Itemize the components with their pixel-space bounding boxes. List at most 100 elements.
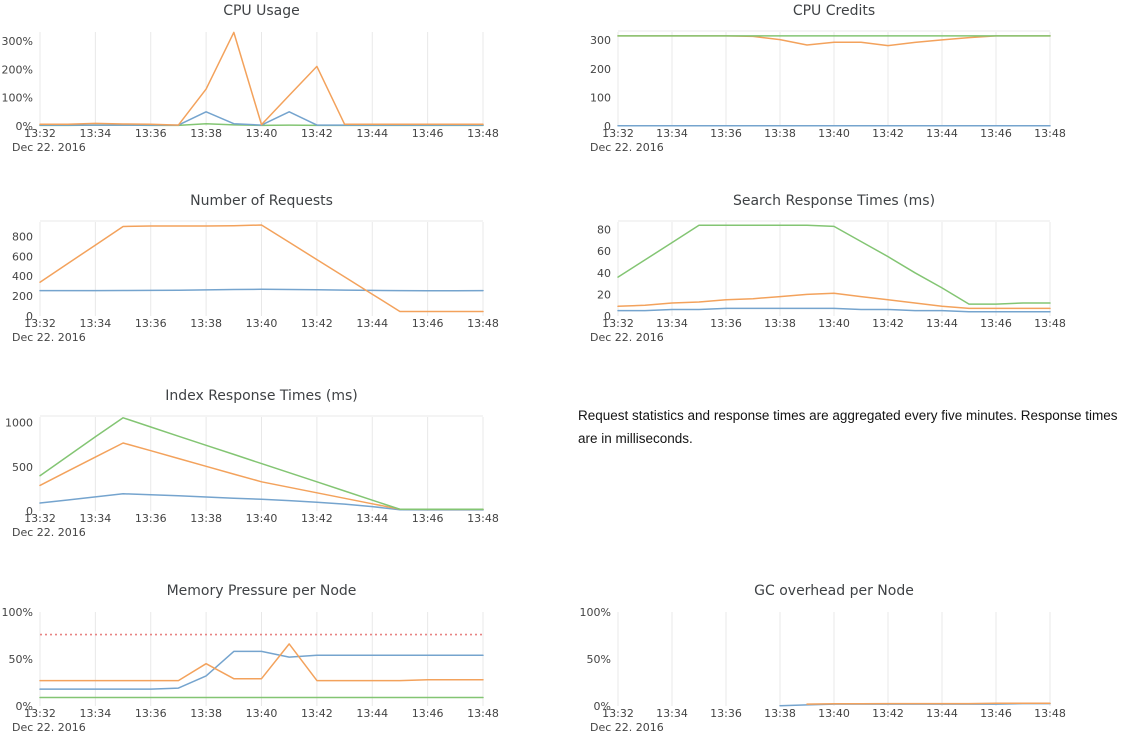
- svg-text:13:34: 13:34: [80, 512, 112, 525]
- svg-text:13:46: 13:46: [412, 127, 444, 140]
- svg-text:200: 200: [590, 63, 611, 76]
- svg-text:13:44: 13:44: [356, 127, 388, 140]
- chart-title-index-response-times: Index Response Times (ms): [165, 388, 358, 404]
- svg-text:Dec 22. 2016: Dec 22. 2016: [12, 331, 86, 344]
- svg-text:13:32: 13:32: [602, 317, 634, 330]
- svg-text:13:42: 13:42: [301, 317, 333, 330]
- svg-text:13:48: 13:48: [467, 317, 499, 330]
- svg-text:100: 100: [590, 91, 611, 104]
- svg-text:13:36: 13:36: [135, 707, 167, 720]
- svg-text:13:46: 13:46: [980, 127, 1012, 140]
- svg-text:13:44: 13:44: [926, 127, 958, 140]
- svg-text:13:42: 13:42: [872, 707, 904, 720]
- svg-text:13:48: 13:48: [467, 707, 499, 720]
- svg-text:13:48: 13:48: [467, 512, 499, 525]
- svg-text:13:32: 13:32: [602, 127, 634, 140]
- svg-text:13:38: 13:38: [190, 317, 222, 330]
- svg-text:13:36: 13:36: [135, 317, 167, 330]
- svg-text:13:40: 13:40: [246, 127, 278, 140]
- svg-text:600: 600: [12, 250, 33, 263]
- svg-text:13:34: 13:34: [80, 127, 112, 140]
- svg-text:1000: 1000: [5, 417, 33, 430]
- chart-title-number-of-requests: Number of Requests: [190, 193, 333, 209]
- svg-text:0%: 0%: [16, 700, 33, 713]
- index-response-times-plot[interactable]: 0 500 1000 13:32 13:34 13:36 13:38 13:40 13:42 13…: [0, 385, 565, 545]
- svg-text:13:38: 13:38: [190, 127, 222, 140]
- svg-text:13:34: 13:34: [80, 317, 112, 330]
- svg-text:13:48: 13:48: [1034, 317, 1066, 330]
- svg-text:13:46: 13:46: [980, 707, 1012, 720]
- svg-text:0: 0: [26, 310, 33, 323]
- svg-text:300: 300: [590, 34, 611, 47]
- svg-text:13:46: 13:46: [412, 317, 444, 330]
- svg-text:Dec 22. 2016: Dec 22. 2016: [590, 721, 664, 734]
- svg-text:13:38: 13:38: [190, 707, 222, 720]
- svg-text:13:40: 13:40: [246, 317, 278, 330]
- svg-text:13:42: 13:42: [872, 127, 904, 140]
- cpu-usage-plot[interactable]: 0% 100% 200% 300% 13:32 13:34 13:36 13:38 13:40 1…: [0, 0, 565, 160]
- cpu-credits-plot[interactable]: 0 100 200 300 13:32 13:34 13:36 13:38 13:40 13:42…: [565, 0, 1131, 160]
- memory-pressure-chart: Memory Pressure per Node 0% 50% 100% 13:32 1…: [0, 580, 565, 741]
- svg-text:13:46: 13:46: [412, 512, 444, 525]
- svg-text:200: 200: [12, 290, 33, 303]
- svg-text:Dec 22. 2016: Dec 22. 2016: [12, 526, 86, 539]
- svg-text:40: 40: [597, 267, 611, 280]
- memory-pressure-plot[interactable]: 0% 50% 100% 13:32 13:34 13:36 13:38 13:40 13:42 1…: [0, 580, 565, 741]
- svg-text:13:42: 13:42: [301, 512, 333, 525]
- svg-text:13:32: 13:32: [24, 317, 56, 330]
- svg-text:13:38: 13:38: [190, 512, 222, 525]
- svg-text:800: 800: [12, 230, 33, 243]
- svg-text:13:40: 13:40: [246, 707, 278, 720]
- chart-title-gc-overhead: GC overhead per Node: [754, 583, 914, 599]
- svg-text:100%: 100%: [2, 606, 33, 619]
- svg-text:200%: 200%: [2, 63, 33, 76]
- svg-text:13:46: 13:46: [412, 707, 444, 720]
- svg-text:13:48: 13:48: [1034, 707, 1066, 720]
- svg-text:13:44: 13:44: [356, 512, 388, 525]
- number-of-requests-chart: Number of Requests 0 200 400 600 800 13:32 13:…: [0, 190, 565, 350]
- svg-text:13:36: 13:36: [710, 707, 742, 720]
- svg-text:13:44: 13:44: [926, 707, 958, 720]
- search-response-times-plot[interactable]: 0 20 40 60 80 13:32 13:34 13:36 13:38 13:40 13:42 1…: [565, 190, 1131, 350]
- svg-text:Dec 22. 2016: Dec 22. 2016: [590, 331, 664, 344]
- number-of-requests-plot[interactable]: 0 200 400 600 800 13:32 13:34 13:36 13:38 13:40 13…: [0, 190, 565, 350]
- svg-text:13:42: 13:42: [301, 127, 333, 140]
- svg-text:13:44: 13:44: [926, 317, 958, 330]
- svg-text:0%: 0%: [16, 120, 33, 133]
- svg-text:13:42: 13:42: [872, 317, 904, 330]
- svg-text:50%: 50%: [9, 653, 33, 666]
- svg-text:300%: 300%: [2, 35, 33, 48]
- svg-text:Dec 22. 2016: Dec 22. 2016: [12, 141, 86, 154]
- svg-text:13:32: 13:32: [24, 127, 56, 140]
- svg-text:13:44: 13:44: [356, 317, 388, 330]
- svg-text:13:32: 13:32: [24, 512, 56, 525]
- svg-text:13:40: 13:40: [818, 317, 850, 330]
- svg-text:13:36: 13:36: [135, 512, 167, 525]
- svg-text:13:32: 13:32: [24, 707, 56, 720]
- svg-text:13:36: 13:36: [710, 317, 742, 330]
- svg-text:13:38: 13:38: [764, 317, 796, 330]
- svg-text:13:32: 13:32: [602, 707, 634, 720]
- chart-title-cpu-credits: CPU Credits: [792, 3, 876, 19]
- index-response-times-chart: Index Response Times (ms) 0 500 1000 13:32 1…: [0, 385, 565, 545]
- aggregation-note: Request statistics and response times ar…: [578, 408, 1118, 446]
- svg-text:13:40: 13:40: [246, 512, 278, 525]
- svg-text:13:48: 13:48: [1034, 127, 1066, 140]
- svg-text:0: 0: [604, 310, 611, 323]
- gc-overhead-chart: GC overhead per Node 0% 50% 100% 13:32 13:34…: [565, 580, 1131, 741]
- svg-text:13:44: 13:44: [356, 707, 388, 720]
- chart-title-cpu-usage: CPU Usage: [223, 3, 300, 19]
- svg-text:50%: 50%: [587, 653, 611, 666]
- svg-text:13:46: 13:46: [980, 317, 1012, 330]
- svg-text:13:40: 13:40: [818, 707, 850, 720]
- svg-text:Dec 22. 2016: Dec 22. 2016: [590, 141, 664, 154]
- chart-title-memory-pressure: Memory Pressure per Node: [166, 583, 357, 599]
- svg-text:13:34: 13:34: [656, 317, 688, 330]
- cpu-credits-chart: CPU Credits 0 100 200 300 13:32 13:34 13:36 13:…: [565, 0, 1131, 160]
- gc-overhead-plot[interactable]: 0% 50% 100% 13:32 13:34 13:36 13:38 13:40 13:42 1…: [565, 580, 1131, 741]
- svg-text:Dec 22. 2016: Dec 22. 2016: [12, 721, 86, 734]
- svg-text:13:48: 13:48: [467, 127, 499, 140]
- svg-text:13:36: 13:36: [710, 127, 742, 140]
- svg-text:13:42: 13:42: [301, 707, 333, 720]
